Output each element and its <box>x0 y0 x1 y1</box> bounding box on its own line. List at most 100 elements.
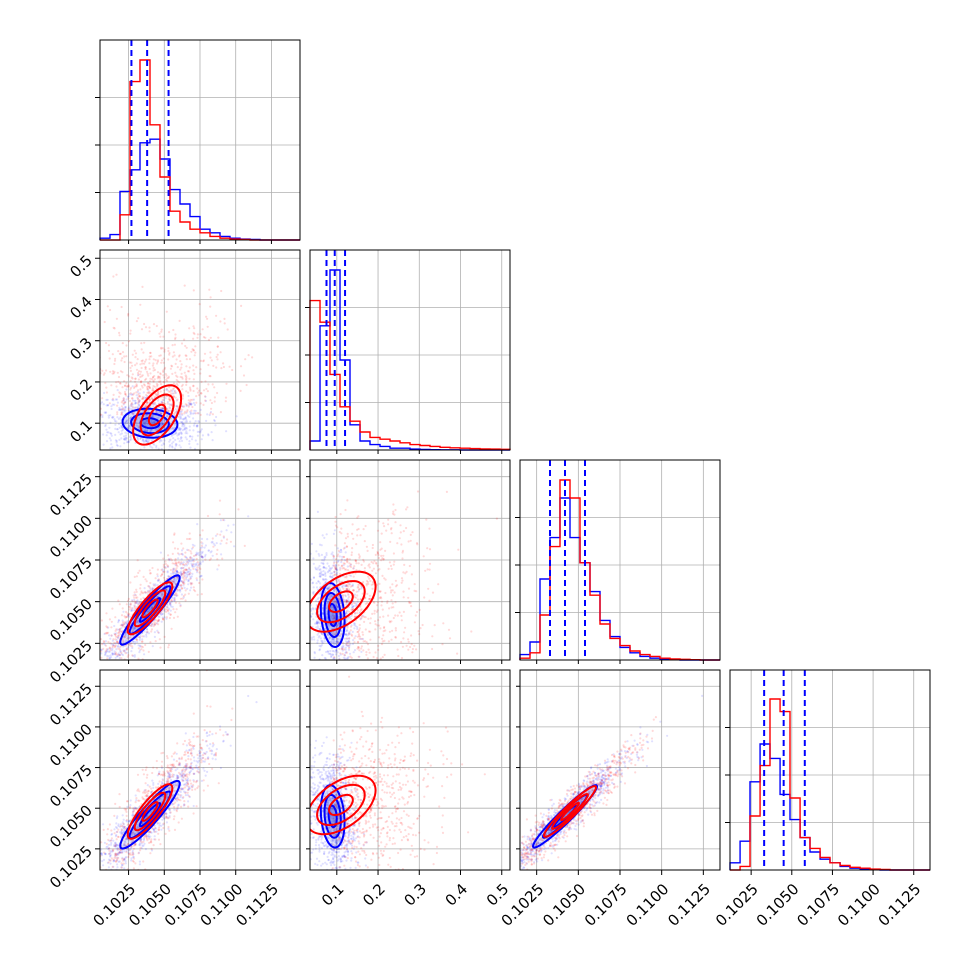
red-point <box>175 374 178 377</box>
blue-point <box>190 403 193 406</box>
blue-point <box>318 573 321 576</box>
blue-point <box>318 648 321 651</box>
blue-point <box>136 406 139 409</box>
red-point <box>194 345 197 348</box>
blue-point <box>321 642 324 645</box>
red-point <box>209 375 212 378</box>
blue-point <box>120 426 124 429</box>
red-point <box>124 644 128 647</box>
red-point <box>148 380 152 383</box>
blue-point <box>200 555 203 558</box>
blue-point <box>340 549 343 552</box>
blue-point <box>328 652 331 655</box>
blue-point <box>175 410 178 413</box>
red-point <box>139 373 142 376</box>
blue-point <box>184 417 187 420</box>
red-point <box>382 557 385 561</box>
blue-point <box>331 666 333 668</box>
blue-point <box>121 454 123 456</box>
red-point <box>378 590 381 593</box>
blue-point <box>192 429 195 432</box>
blue-point <box>102 403 105 406</box>
red-point <box>202 359 205 362</box>
blue-point <box>193 565 196 568</box>
red-point <box>115 317 118 320</box>
blue-point <box>335 649 338 652</box>
blue-point <box>339 602 342 605</box>
blue-point <box>331 551 334 554</box>
blue-point <box>354 635 357 638</box>
red-point <box>339 572 342 576</box>
blue-point <box>134 626 137 630</box>
blue-point <box>347 597 350 600</box>
blue-point <box>301 619 303 621</box>
blue-point <box>90 676 92 678</box>
blue-point <box>130 415 133 419</box>
blue-point <box>156 629 159 632</box>
red-point <box>151 566 154 570</box>
red-point <box>164 560 167 563</box>
blue-point <box>303 589 305 591</box>
red-point <box>401 645 404 648</box>
blue-point <box>339 566 342 570</box>
blue-point <box>124 420 127 423</box>
red-point <box>332 564 336 567</box>
red-point <box>369 638 372 641</box>
red-point <box>198 303 201 306</box>
red-point <box>166 606 169 609</box>
red-point <box>413 621 416 624</box>
red-point <box>357 646 360 649</box>
red-point <box>424 569 427 572</box>
red-point <box>391 583 394 586</box>
blue-point <box>330 640 333 643</box>
red-point <box>174 333 177 336</box>
red-point <box>122 649 125 653</box>
blue-point <box>175 572 178 575</box>
blue-point <box>102 443 105 446</box>
red-point <box>189 572 192 575</box>
red-point <box>335 579 338 582</box>
red-point <box>128 361 131 364</box>
red-point <box>441 643 444 646</box>
blue-point <box>124 409 127 412</box>
red-point <box>189 388 192 391</box>
blue-point <box>337 641 340 644</box>
red-point <box>124 652 127 655</box>
red-point <box>349 662 351 664</box>
blue-point <box>126 651 129 654</box>
blue-point <box>354 611 357 615</box>
red-point <box>200 392 203 395</box>
blue-point <box>183 586 186 590</box>
blue-point <box>347 637 351 640</box>
red-contour <box>316 580 366 624</box>
blue-point <box>337 640 340 644</box>
red-point <box>160 573 164 576</box>
blue-point <box>124 405 127 409</box>
blue-point <box>334 567 338 571</box>
red-point <box>368 577 371 580</box>
red-point <box>367 617 370 621</box>
blue-point <box>116 428 119 431</box>
blue-point <box>164 566 167 569</box>
blue-point <box>307 588 309 590</box>
blue-point <box>116 645 119 648</box>
red-point <box>160 359 163 362</box>
blue-point <box>150 429 153 432</box>
blue-point <box>131 814 134 817</box>
blue-point <box>332 557 335 560</box>
red-point <box>154 619 157 622</box>
red-point <box>156 391 160 394</box>
red-point <box>89 671 91 673</box>
blue-point <box>139 645 142 648</box>
red-point <box>382 615 385 618</box>
blue-point <box>105 650 108 653</box>
blue-point <box>141 438 145 441</box>
red-point <box>344 508 347 512</box>
blue-point <box>128 425 131 429</box>
red-point <box>189 556 192 559</box>
red-point <box>140 366 143 370</box>
red-point <box>204 380 207 383</box>
blue-point <box>173 597 176 600</box>
red-point <box>186 537 189 541</box>
blue-point <box>195 764 198 767</box>
